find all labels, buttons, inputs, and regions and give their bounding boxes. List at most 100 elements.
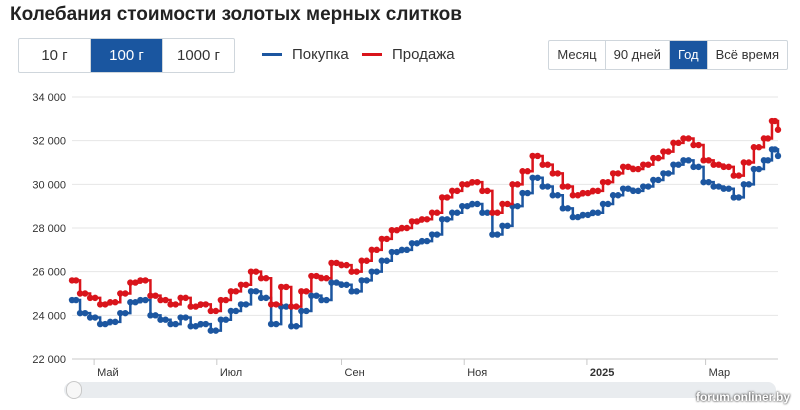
data-point-buy	[584, 211, 592, 219]
weight-10g-button[interactable]: 10 г	[19, 39, 91, 72]
legend-item-buy[interactable]: Покупка	[262, 46, 349, 63]
period-month-button[interactable]: Месяц	[549, 41, 606, 69]
data-point-buy	[117, 309, 124, 317]
data-point-buy	[645, 183, 652, 190]
data-point-sell	[479, 187, 486, 195]
period-90-days-button[interactable]: 90 дней	[606, 41, 670, 69]
data-point-buy	[524, 189, 531, 197]
data-point-sell	[76, 290, 84, 297]
data-point-sell	[705, 157, 712, 164]
data-point-buy	[283, 303, 290, 310]
data-point-buy	[91, 314, 99, 321]
data-point-buy	[192, 323, 199, 330]
data-point-sell	[584, 189, 592, 197]
data-point-buy	[373, 268, 380, 275]
weight-100g-button[interactable]: 100 г	[91, 39, 163, 72]
data-point-sell	[197, 301, 204, 308]
data-point-buy	[182, 314, 189, 321]
data-point-buy	[132, 299, 139, 306]
data-point-buy	[202, 320, 209, 328]
data-point-buy	[479, 209, 486, 216]
legend-label-sell: Продажа	[392, 46, 455, 63]
data-point-buy	[358, 277, 365, 284]
scrollbar-handle[interactable]	[66, 381, 82, 399]
period-year-button[interactable]: Год	[669, 41, 708, 69]
data-point-buy	[172, 320, 179, 328]
data-point-buy	[262, 294, 270, 302]
data-point-sell	[579, 189, 587, 197]
data-point-sell	[655, 154, 662, 162]
data-point-sell	[398, 224, 406, 232]
data-point-buy	[514, 202, 521, 210]
data-point-buy	[237, 301, 245, 308]
data-point-sell	[328, 259, 335, 267]
data-point-sell	[232, 288, 240, 295]
data-point-buy	[433, 231, 441, 238]
data-point-sell	[464, 181, 471, 188]
data-point-sell	[499, 200, 506, 208]
data-point-sell	[207, 307, 214, 315]
data-point-buy	[464, 202, 471, 210]
weight-selector: 10 г 100 г 1000 г	[18, 38, 235, 73]
data-point-sell	[635, 165, 642, 173]
data-point-sell	[343, 261, 350, 269]
data-point-sell	[308, 272, 315, 280]
data-point-buy	[107, 318, 114, 326]
data-point-sell	[257, 275, 265, 282]
data-point-buy	[554, 192, 561, 199]
legend-item-sell[interactable]: Продажа	[362, 46, 455, 63]
data-point-sell	[554, 170, 561, 177]
data-point-sell	[313, 272, 320, 280]
data-point-sell	[469, 178, 476, 186]
period-all-time-button[interactable]: Всё время	[715, 47, 779, 62]
legend-swatch-sell	[362, 53, 382, 56]
data-point-sell	[539, 161, 546, 168]
data-point-sell	[489, 209, 496, 216]
data-point-buy	[629, 187, 637, 195]
data-point-buy	[403, 246, 411, 254]
data-point-sell	[514, 181, 521, 188]
x-tick-label: Мар	[709, 367, 731, 379]
data-point-sell	[569, 192, 577, 199]
data-point-buy	[635, 187, 642, 195]
data-point-sell	[534, 152, 541, 160]
data-point-buy	[569, 213, 577, 221]
data-point-buy	[564, 205, 572, 212]
data-point-buy	[343, 281, 350, 288]
data-point-buy	[614, 192, 622, 199]
y-tick-label: 34 000	[32, 92, 66, 104]
data-point-buy	[167, 320, 174, 328]
data-point-buy	[308, 292, 315, 299]
data-point-buy	[599, 200, 607, 208]
data-point-sell	[333, 259, 340, 267]
data-point-sell	[774, 126, 782, 133]
data-point-buy	[655, 176, 662, 184]
data-point-buy	[413, 240, 421, 247]
legend-swatch-buy	[262, 53, 282, 56]
data-point-sell	[494, 209, 501, 216]
time-range-scrollbar[interactable]	[64, 381, 776, 399]
data-point-sell	[318, 275, 325, 282]
data-point-buy	[499, 222, 506, 230]
data-point-sell	[428, 209, 436, 216]
data-point-buy	[720, 185, 727, 192]
data-point-buy	[147, 312, 154, 319]
data-point-sell	[137, 277, 144, 284]
data-point-sell	[599, 178, 607, 186]
data-point-buy	[267, 320, 275, 328]
data-point-buy	[725, 185, 732, 192]
data-point-sell	[142, 277, 149, 284]
data-point-buy	[257, 294, 265, 302]
y-tick-label: 24 000	[32, 310, 66, 322]
weight-1000g-button[interactable]: 1000 г	[176, 47, 220, 64]
data-point-sell	[750, 144, 758, 151]
data-point-sell	[177, 294, 184, 302]
data-point-sell	[293, 303, 300, 310]
data-point-buy	[142, 296, 149, 304]
data-point-buy	[559, 205, 566, 212]
data-point-buy	[745, 181, 753, 188]
data-point-sell	[227, 288, 235, 295]
data-point-sell	[433, 209, 441, 216]
data-point-sell	[740, 159, 748, 166]
